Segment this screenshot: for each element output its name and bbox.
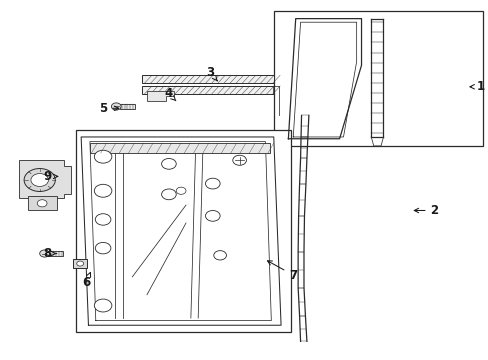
Circle shape [95, 214, 111, 225]
Circle shape [176, 187, 185, 194]
Circle shape [24, 168, 55, 192]
Bar [48, 251, 63, 256]
Bar [73, 259, 87, 268]
Circle shape [213, 251, 226, 260]
Bar [27, 196, 57, 211]
Polygon shape [19, 160, 71, 198]
Bar [142, 75, 273, 83]
Text: 6: 6 [81, 273, 90, 289]
Bar [142, 86, 273, 94]
Circle shape [205, 178, 220, 189]
Text: 1: 1 [469, 80, 484, 93]
Bar [120, 104, 135, 109]
Circle shape [94, 184, 112, 197]
Text: 5: 5 [99, 102, 119, 115]
Circle shape [37, 200, 47, 207]
Text: 4: 4 [164, 87, 176, 101]
Circle shape [31, 174, 48, 186]
Circle shape [40, 250, 49, 257]
Circle shape [161, 189, 176, 200]
Polygon shape [147, 91, 173, 101]
Text: 8: 8 [43, 247, 57, 260]
Bar [273, 12, 483, 146]
Circle shape [232, 155, 246, 165]
Circle shape [95, 242, 111, 254]
Bar [90, 143, 270, 153]
Circle shape [111, 103, 121, 110]
Text: 3: 3 [206, 66, 217, 81]
Circle shape [205, 211, 220, 221]
Circle shape [161, 158, 176, 169]
Circle shape [77, 261, 83, 266]
Text: 9: 9 [43, 170, 58, 183]
Text: 7: 7 [267, 261, 297, 282]
Circle shape [94, 150, 112, 163]
Text: 2: 2 [413, 204, 438, 217]
Bar [76, 130, 290, 332]
Circle shape [94, 299, 112, 312]
